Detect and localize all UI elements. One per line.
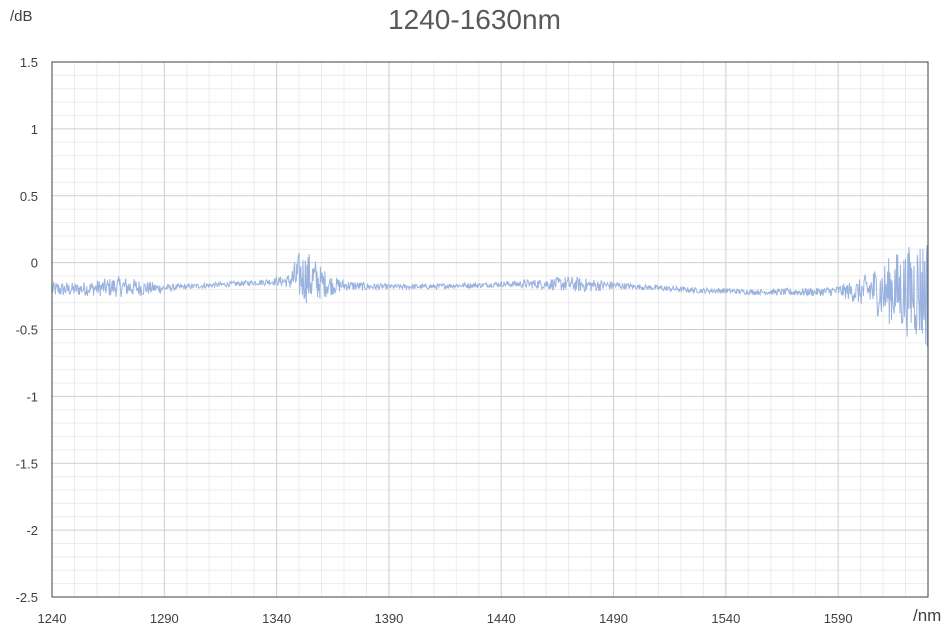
x-tick-labels: 1240 1290 1340 1390 1440 1490 1540 1590 <box>38 611 853 626</box>
y-tick-label: -2.5 <box>16 590 38 605</box>
x-tick-label: 1440 <box>487 611 516 626</box>
series-group <box>51 245 929 347</box>
y-tick-label: -2 <box>26 523 38 538</box>
y-tick-label: 1 <box>31 122 38 137</box>
y-tick-label: 1.5 <box>20 55 38 70</box>
x-axis-label: /nm <box>913 606 942 625</box>
chart-title: 1240-1630nm <box>388 4 561 35</box>
y-tick-label: -1 <box>26 389 38 404</box>
y-axis-label: /dB <box>10 8 33 25</box>
x-tick-label: 1390 <box>374 611 403 626</box>
y-tick-label: 0.5 <box>20 189 38 204</box>
series-line <box>51 245 929 347</box>
y-tick-label: -1.5 <box>16 456 38 471</box>
x-tick-label: 1290 <box>150 611 179 626</box>
y-tick-labels: 1.5 1 0.5 0 -0.5 -1 -1.5 -2 -2.5 <box>16 55 38 605</box>
major-gridlines <box>52 62 928 597</box>
x-tick-label: 1540 <box>711 611 740 626</box>
y-tick-label: -0.5 <box>16 323 38 338</box>
plot-area-border <box>51 61 929 598</box>
x-tick-label: 1240 <box>38 611 67 626</box>
x-tick-label: 1590 <box>824 611 853 626</box>
x-tick-label: 1490 <box>599 611 628 626</box>
x-tick-label: 1340 <box>262 611 291 626</box>
y-tick-label: 0 <box>31 256 38 271</box>
